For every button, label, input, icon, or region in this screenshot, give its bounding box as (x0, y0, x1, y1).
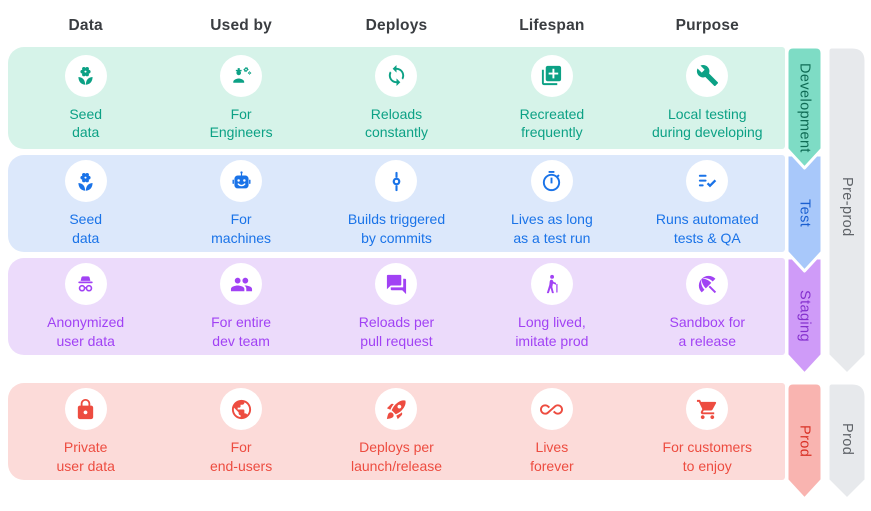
chat-icon (375, 263, 418, 306)
staging-cell: For entire dev team (163, 263, 318, 349)
cell-label: Reloads per pull request (358, 314, 435, 349)
test-cell: Builds triggered by commits (319, 160, 474, 246)
rocket-icon (375, 388, 418, 431)
team-icon (220, 263, 263, 306)
cell-label: Builds triggered by commits (347, 211, 446, 246)
infinity-icon (530, 388, 573, 431)
staging-cell: Long lived, imitate prod (474, 263, 629, 349)
seed-icon (64, 160, 107, 203)
cell-label: Deploys per launch/release (350, 439, 443, 474)
cell-label: For customers to enjoy (662, 439, 753, 474)
prod-cell: For customers to enjoy (630, 388, 785, 474)
lock-icon (64, 388, 107, 431)
test-cell: Lives as long as a test run (474, 160, 629, 246)
development-cell: Recreated frequently (474, 54, 629, 141)
ribbon-label-development: Development (796, 62, 813, 153)
cell-label: Lives forever (530, 439, 574, 474)
cell-label: Anonymized user data (47, 314, 125, 349)
commit-icon (375, 160, 418, 203)
staging-cell: Anonymized user data (8, 263, 163, 349)
prod-cell: Private user data (8, 388, 163, 474)
cart-icon (686, 388, 729, 431)
test-cell: Runs automated tests & QA (630, 160, 785, 246)
cell-label: Long lived, imitate prod (515, 314, 589, 349)
development-cell: Seed data (8, 54, 163, 141)
development-cell: Local testing during developing (630, 54, 785, 141)
prod-cell: For end-users (163, 388, 318, 474)
cell-label: Local testing during developing (652, 105, 763, 140)
umbrella-icon (686, 263, 729, 306)
elderly-icon (530, 263, 573, 306)
staging-cell: Sandbox for a release (630, 263, 785, 349)
robot-icon (220, 160, 263, 203)
environment-row-staging: Anonymized user data For entire dev team Rel… (8, 258, 785, 355)
library-add-icon (530, 54, 573, 97)
column-header-data: Data (68, 17, 103, 34)
column-header-used-by: Used by (210, 17, 272, 34)
cell-label: For machines (211, 211, 272, 246)
checklist-icon (686, 160, 729, 203)
cell-label: Seed data (69, 211, 103, 246)
prod-cell: Deploys per launch/release (319, 388, 474, 474)
cell-label: Runs automated tests & QA (655, 211, 759, 246)
column-header-lifespan: Lifespan (519, 17, 585, 34)
engineer-icon (220, 54, 263, 97)
cell-label: Reloads constantly (364, 105, 429, 140)
wrench-icon (686, 54, 729, 97)
environment-row-prod: Private user data For end-users Deploys per l… (8, 383, 785, 480)
ribbon-label-staging: Staging (796, 290, 813, 342)
cell-label: For Engineers (209, 105, 273, 140)
column-header-deploys: Deploys (365, 17, 428, 34)
ribbon-label-prod: Prod (796, 424, 813, 458)
development-cell: Reloads constantly (319, 54, 474, 141)
prod-cell: Lives forever (474, 388, 629, 474)
test-cell: Seed data (8, 160, 163, 246)
ribbon-label-prod-stage: Prod (839, 422, 855, 456)
seed-icon (64, 54, 107, 97)
cell-label: Recreated frequently (519, 105, 585, 140)
ribbon-label-pre-prod: Pre-prod (839, 177, 855, 237)
ribbon-label-test: Test (796, 198, 813, 228)
column-headers: Data Used by Deploys Lifespan Purpose (8, 12, 785, 40)
staging-cell: Reloads per pull request (319, 263, 474, 349)
sync-icon (375, 54, 418, 97)
development-cell: For Engineers (163, 54, 318, 141)
environment-row-development: Seed data For Engineers Reloads constantly Rec… (8, 47, 785, 149)
globe-icon (220, 388, 263, 431)
test-cell: For machines (163, 160, 318, 246)
timer-icon (530, 160, 573, 203)
cell-label: Private user data (56, 439, 115, 474)
cell-label: For end-users (209, 439, 273, 474)
cell-label: Lives as long as a test run (511, 211, 593, 246)
cell-label: For entire dev team (211, 314, 272, 349)
cell-label: Seed data (69, 105, 103, 140)
cell-label: Sandbox for a release (669, 314, 746, 349)
column-header-purpose: Purpose (675, 17, 739, 34)
incognito-icon (64, 263, 107, 306)
environment-row-test: Seed data For machines Builds triggered by co… (8, 155, 785, 252)
